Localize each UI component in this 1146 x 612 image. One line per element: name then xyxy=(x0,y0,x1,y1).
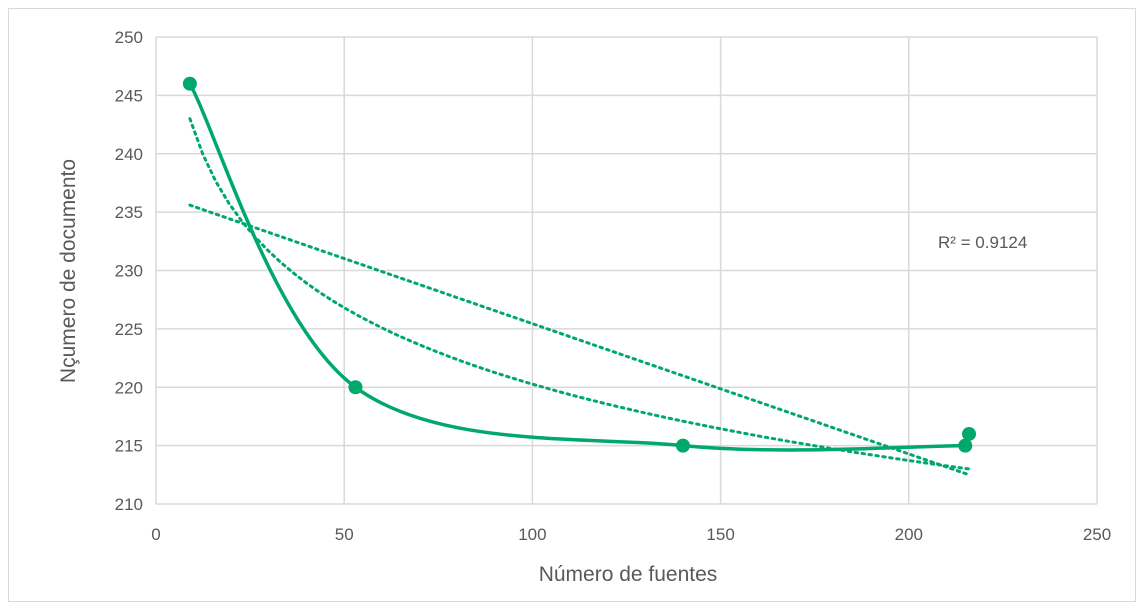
x-tick-label: 100 xyxy=(518,525,546,544)
y-tick-label: 215 xyxy=(115,437,143,456)
x-tick-label: 250 xyxy=(1083,525,1111,544)
y-tick-label: 225 xyxy=(115,320,143,339)
data-point xyxy=(962,426,977,441)
data-point xyxy=(348,380,363,395)
x-tick-label: 150 xyxy=(706,525,734,544)
x-tick-label: 200 xyxy=(895,525,923,544)
y-tick-label: 250 xyxy=(115,28,143,47)
data-point xyxy=(675,438,690,453)
y-tick-label: 230 xyxy=(115,262,143,281)
y-axis-title: Nçumero de documento xyxy=(57,159,80,383)
series-line xyxy=(188,81,968,452)
y-tick-label: 220 xyxy=(115,378,143,397)
y-tick-label: 245 xyxy=(115,86,143,105)
grid-lines xyxy=(155,36,1098,505)
y-tick-label: 235 xyxy=(115,203,143,222)
data-series xyxy=(182,76,977,453)
data-point xyxy=(182,76,197,91)
y-tick-label: 240 xyxy=(115,145,143,164)
y-tick-label: 210 xyxy=(115,495,143,514)
x-axis-title: Número de fuentes xyxy=(539,563,718,586)
r-squared-annotation: R² = 0.9124 xyxy=(938,233,1027,252)
tick-labels: 0 50 100 150 200 250 210 215 220 225 230 235 240 245 2… xyxy=(115,28,1112,544)
x-tick-label: 0 xyxy=(151,525,160,544)
x-tick-label: 50 xyxy=(335,525,354,544)
trendline-logarithmic xyxy=(188,117,971,471)
trendline-linear xyxy=(188,203,971,477)
trendlines xyxy=(188,117,971,477)
chart-frame xyxy=(8,8,1136,602)
data-point xyxy=(958,438,973,453)
